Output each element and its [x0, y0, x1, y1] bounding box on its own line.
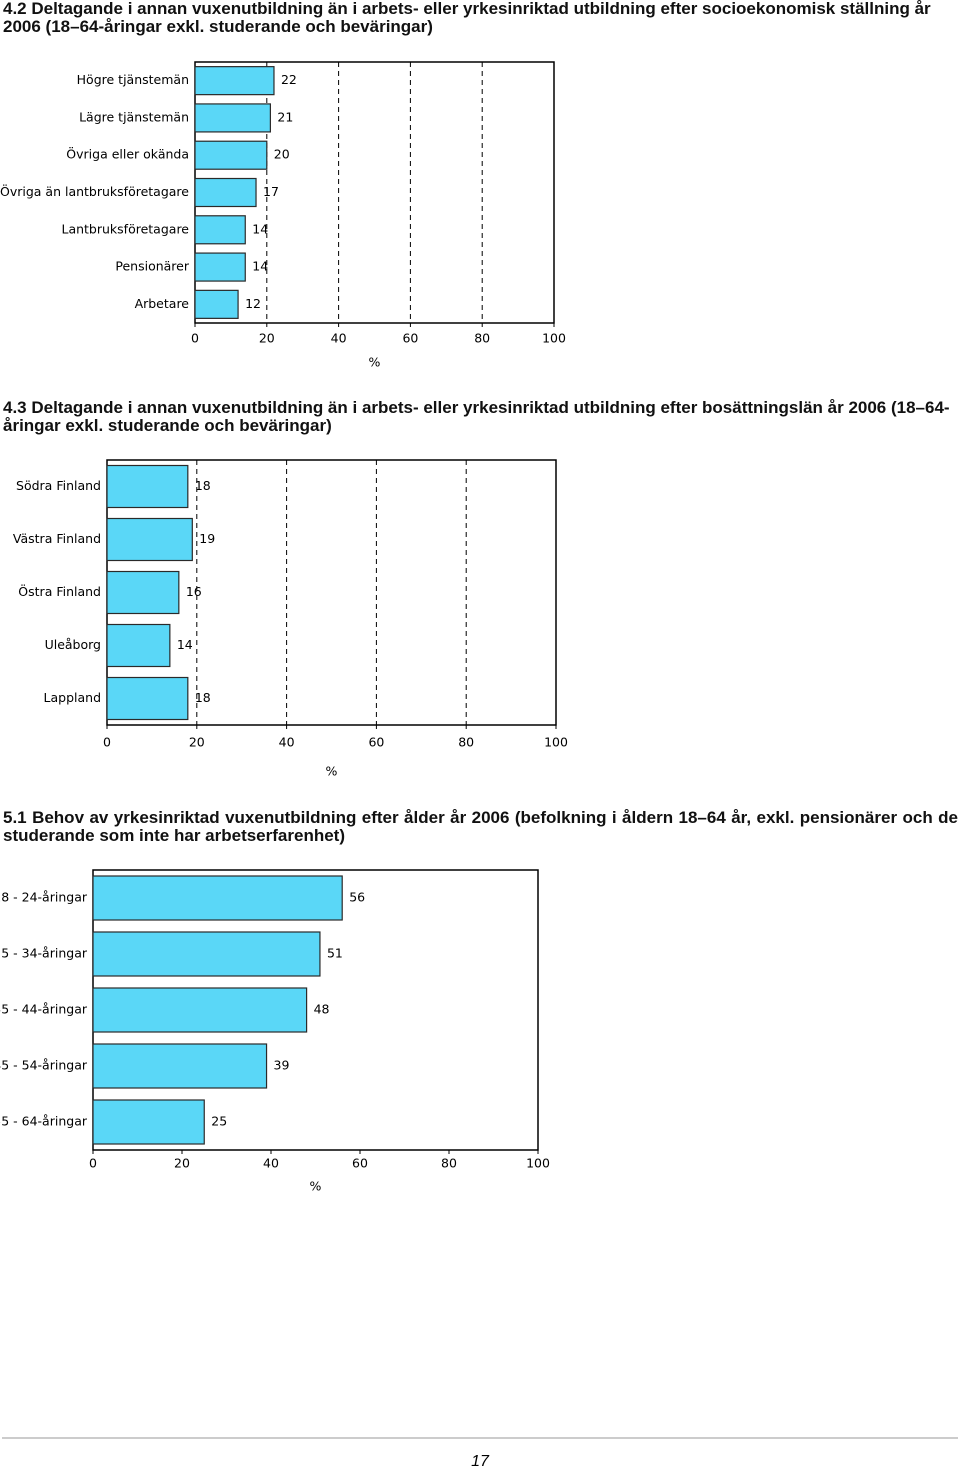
y-tick-label: Södra Finland	[16, 478, 101, 493]
x-tick-label: 100	[544, 735, 568, 750]
x-tick-label: 20	[174, 1156, 190, 1171]
x-axis-label: %	[310, 1179, 322, 1194]
value-label: 18	[195, 690, 211, 705]
x-tick-label: 0	[103, 735, 111, 750]
x-tick-label: 20	[259, 331, 275, 346]
value-label: 25	[211, 1114, 227, 1129]
x-tick-label: 100	[542, 331, 566, 346]
y-tick-label: Övriga eller okända	[66, 146, 189, 162]
chart-title: 5.1 Behov av yrkesinriktad vuxenutbildni…	[3, 808, 958, 845]
y-tick-label: 45 - 54-åringar	[0, 1058, 88, 1073]
value-label: 20	[274, 147, 290, 162]
bar	[106, 517, 193, 562]
page-number: 17	[471, 1453, 489, 1470]
x-axis-label: %	[369, 355, 381, 370]
y-tick-label: Östra Finland	[18, 583, 101, 599]
y-tick-label: Högre tjänstemän	[77, 72, 189, 87]
y-tick-label: Västra Finland	[13, 531, 101, 546]
x-tick-label: 60	[402, 331, 418, 346]
bar	[194, 252, 246, 282]
x-tick-label: 20	[189, 735, 205, 750]
bar	[194, 103, 271, 133]
y-tick-label: Pensionärer	[115, 259, 189, 274]
x-tick-label: 40	[331, 331, 347, 346]
value-label: 18	[195, 478, 211, 493]
bar	[194, 289, 239, 319]
x-tick-label: 60	[352, 1156, 368, 1171]
y-tick-label: Lappland	[44, 690, 101, 705]
chart-title: 4.3 Deltagande i annan vuxenutbildning ä…	[3, 398, 950, 435]
x-tick-label: 0	[191, 331, 199, 346]
x-axis-label: %	[326, 764, 338, 779]
value-label: 19	[199, 531, 215, 546]
y-tick-label: 25 - 34-åringar	[0, 946, 88, 961]
value-label: 17	[263, 184, 279, 199]
y-tick-label: 18 - 24-åringar	[0, 890, 88, 905]
value-label: 39	[274, 1058, 290, 1073]
bar	[92, 1099, 205, 1145]
x-tick-label: 60	[368, 735, 384, 750]
x-tick-label: 100	[526, 1156, 550, 1171]
y-tick-label: Övriga än lantbruksföretagare	[0, 183, 189, 199]
bar	[194, 215, 246, 245]
x-tick-label: 80	[474, 331, 490, 346]
y-tick-label: Uleåborg	[45, 637, 101, 652]
bar	[92, 875, 343, 921]
value-label: 14	[252, 259, 268, 274]
x-tick-label: 80	[458, 735, 474, 750]
value-label: 14	[177, 637, 193, 652]
bar	[194, 177, 257, 208]
value-label: 22	[281, 72, 297, 87]
value-label: 14	[252, 221, 268, 236]
bar	[106, 676, 189, 721]
bar	[194, 140, 268, 170]
value-label: 16	[186, 584, 202, 599]
bar	[92, 931, 321, 977]
y-tick-label: Arbetare	[135, 296, 190, 311]
y-tick-label: 55 - 64-åringar	[0, 1114, 88, 1129]
value-label: 12	[245, 296, 261, 311]
x-tick-label: 40	[263, 1156, 279, 1171]
bar	[92, 987, 308, 1033]
value-label: 21	[277, 109, 293, 124]
value-label: 48	[314, 1002, 330, 1017]
x-tick-label: 40	[279, 735, 295, 750]
bar	[92, 1043, 268, 1089]
y-tick-label: 35 - 44-åringar	[0, 1002, 88, 1017]
x-tick-label: 0	[89, 1156, 97, 1171]
bar	[106, 570, 180, 615]
value-label: 56	[349, 890, 365, 905]
y-tick-label: Lägre tjänstemän	[79, 109, 189, 124]
value-label: 51	[327, 946, 343, 961]
chart-title: 4.2 Deltagande i annan vuxenutbildning ä…	[3, 0, 931, 36]
y-tick-label: Lantbruksföretagare	[61, 221, 189, 236]
bar	[106, 464, 189, 509]
x-tick-label: 80	[441, 1156, 457, 1171]
bar	[194, 66, 275, 96]
bar	[106, 623, 171, 668]
